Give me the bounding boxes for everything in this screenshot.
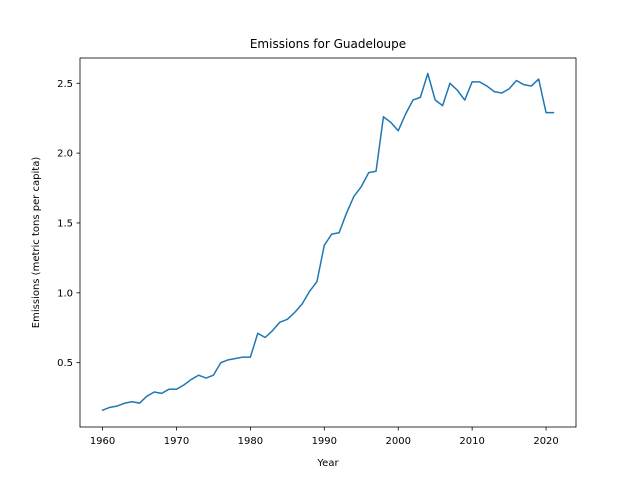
axis-ticks: 1960 1970 1980 1990 2000 2010 2020 0.5 1.0 1.5 2.0… (57, 79, 559, 447)
x-tick-label: 1980 (238, 436, 263, 447)
x-axis-label: Year (316, 458, 339, 469)
x-tick-label: 2010 (459, 436, 484, 447)
y-tick-label: 1.0 (57, 288, 73, 299)
x-tick-label: 1990 (312, 436, 337, 447)
y-axis-label: Emissions (metric tons per capita) (31, 157, 42, 329)
x-tick-label: 1960 (90, 436, 115, 447)
emissions-line (101, 72, 555, 412)
y-tick-label: 2.0 (57, 149, 73, 160)
chart-title: Emissions for Guadeloupe (250, 37, 406, 51)
x-tick-label: 2000 (385, 436, 410, 447)
y-tick-label: 2.5 (57, 79, 73, 90)
y-tick-label: 0.5 (57, 358, 73, 369)
x-tick-label: 1970 (164, 436, 189, 447)
x-tick-label: 2020 (533, 436, 558, 447)
y-tick-label: 1.5 (57, 218, 73, 229)
plot-frame (79, 57, 577, 428)
